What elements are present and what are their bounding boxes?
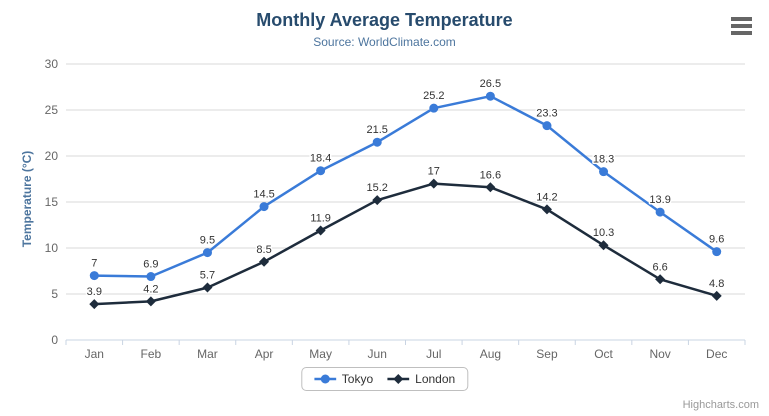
point-marker-tokyo[interactable] bbox=[202, 248, 212, 258]
y-axis-tick-label: 25 bbox=[45, 103, 59, 117]
point-marker-tokyo[interactable] bbox=[712, 247, 722, 257]
data-label: 18.4 bbox=[310, 153, 331, 165]
data-label: 4.2 bbox=[143, 283, 158, 295]
legend-symbol bbox=[393, 374, 404, 384]
legend-item-tokyo[interactable]: Tokyo bbox=[313, 372, 374, 386]
data-label: 16.6 bbox=[480, 169, 501, 181]
x-axis-tick-label: Jun bbox=[368, 347, 387, 361]
point-marker-tokyo[interactable] bbox=[89, 271, 99, 281]
point-marker-london[interactable] bbox=[315, 225, 326, 236]
legend-item-london[interactable]: London bbox=[387, 372, 455, 386]
point-marker-london[interactable] bbox=[711, 290, 722, 301]
point-marker-london[interactable] bbox=[428, 178, 439, 189]
point-marker-london[interactable] bbox=[372, 195, 383, 206]
x-axis-tick-label: Dec bbox=[706, 347, 727, 361]
x-axis-tick-label: Jan bbox=[85, 347, 104, 361]
data-label: 5.7 bbox=[200, 270, 215, 282]
data-label: 7 bbox=[91, 258, 97, 270]
data-label: 4.8 bbox=[709, 278, 724, 290]
data-label: 9.6 bbox=[709, 234, 724, 246]
data-label: 8.5 bbox=[256, 244, 271, 256]
data-label: 14.5 bbox=[253, 189, 274, 201]
point-marker-london[interactable] bbox=[485, 182, 496, 193]
chart-title: Monthly Average Temperature bbox=[256, 10, 513, 30]
y-axis-tick-label: 0 bbox=[51, 333, 58, 347]
data-label: 21.5 bbox=[366, 124, 387, 136]
point-marker-tokyo[interactable] bbox=[655, 207, 665, 217]
y-axis-tick-label: 30 bbox=[45, 57, 59, 71]
series-line-tokyo bbox=[93, 94, 718, 278]
data-label: 13.9 bbox=[649, 194, 670, 206]
circle-marker-glyph bbox=[313, 374, 336, 384]
y-axis-tick-label: 15 bbox=[45, 195, 59, 209]
point-marker-london[interactable] bbox=[541, 204, 552, 215]
y-axis-title: Temperature (°C) bbox=[20, 150, 34, 248]
point-marker-tokyo[interactable] bbox=[485, 91, 495, 101]
y-axis-tick-label: 5 bbox=[51, 287, 58, 301]
y-axis-tick-label: 20 bbox=[45, 149, 59, 163]
x-axis-tick-label: Oct bbox=[594, 347, 613, 361]
diamond-marker-glyph bbox=[387, 374, 410, 384]
point-marker-tokyo[interactable] bbox=[259, 202, 269, 212]
hamburger-icon-bar bbox=[731, 24, 752, 28]
context-menu-button[interactable] bbox=[729, 15, 755, 37]
legend-symbol bbox=[320, 374, 330, 384]
x-axis-tick-label: Mar bbox=[197, 347, 218, 361]
london-series-marker-icon bbox=[387, 373, 410, 385]
point-marker-tokyo[interactable] bbox=[146, 272, 156, 282]
x-axis-tick-label: Aug bbox=[480, 347, 501, 361]
tokyo-series-marker-icon bbox=[313, 373, 336, 385]
point-marker-london[interactable] bbox=[145, 296, 156, 307]
data-label: 9.5 bbox=[200, 235, 215, 247]
x-axis-tick-label: Nov bbox=[649, 347, 670, 361]
data-label: 6.9 bbox=[143, 259, 158, 271]
data-label: 26.5 bbox=[480, 78, 501, 90]
point-marker-london[interactable] bbox=[598, 240, 609, 251]
data-label: 25.2 bbox=[423, 90, 444, 102]
x-axis-tick-label: Feb bbox=[141, 347, 162, 361]
data-label: 3.9 bbox=[87, 286, 102, 298]
data-label: 18.3 bbox=[593, 154, 614, 166]
x-axis-tick-label: May bbox=[309, 347, 332, 361]
x-axis-tick-label: Sep bbox=[536, 347, 558, 361]
y-axis-tick-label: 10 bbox=[45, 241, 59, 255]
x-axis-tick-label: Jul bbox=[426, 347, 441, 361]
point-marker-tokyo[interactable] bbox=[542, 121, 552, 131]
point-marker-tokyo[interactable] bbox=[372, 137, 382, 147]
data-label: 11.9 bbox=[310, 213, 331, 225]
point-marker-tokyo[interactable] bbox=[599, 167, 609, 177]
legend-label-london: London bbox=[415, 372, 456, 386]
point-marker-london[interactable] bbox=[259, 256, 270, 267]
data-label: 15.2 bbox=[366, 182, 387, 194]
hamburger-icon-bar bbox=[731, 17, 752, 21]
point-marker-london[interactable] bbox=[89, 299, 100, 310]
series-line-london bbox=[93, 182, 718, 306]
legend-label-tokyo: Tokyo bbox=[341, 372, 374, 386]
point-marker-london[interactable] bbox=[202, 282, 213, 293]
data-label: 14.2 bbox=[536, 191, 557, 203]
legend: Tokyo London bbox=[300, 367, 469, 391]
hamburger-icon-bar bbox=[731, 31, 752, 35]
point-marker-tokyo[interactable] bbox=[429, 103, 439, 113]
highcharts-credits-link[interactable]: Highcharts.com bbox=[682, 399, 759, 411]
point-marker-london[interactable] bbox=[655, 274, 666, 285]
data-label: 10.3 bbox=[593, 227, 614, 239]
data-label: 6.6 bbox=[652, 261, 667, 273]
data-label: 17 bbox=[428, 166, 440, 178]
data-label: 23.3 bbox=[536, 108, 557, 120]
point-marker-tokyo[interactable] bbox=[316, 166, 326, 176]
x-axis-tick-label: Apr bbox=[255, 347, 274, 361]
chart-subtitle: Source: WorldClimate.com bbox=[313, 35, 456, 49]
